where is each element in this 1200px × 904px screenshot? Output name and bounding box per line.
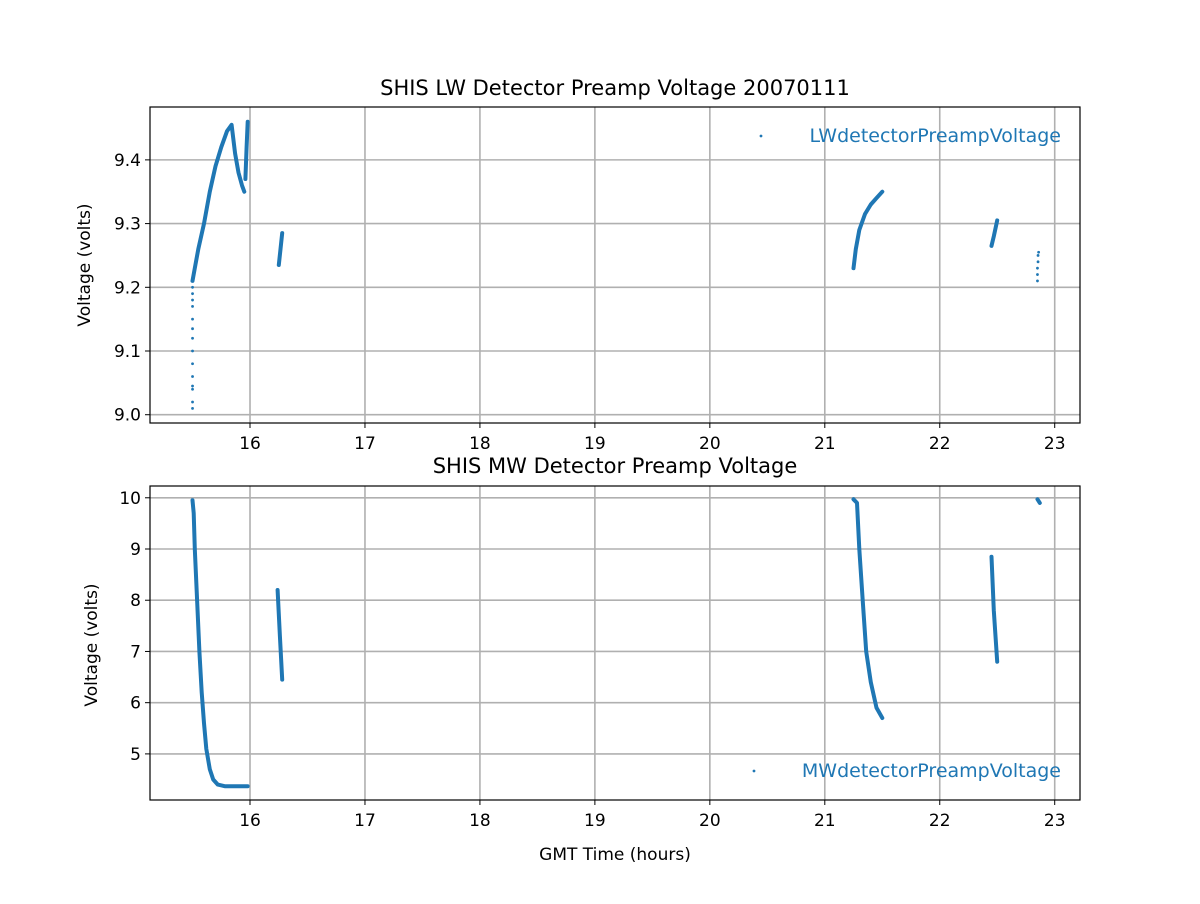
- lw-data-segment: [989, 218, 1000, 248]
- mw-x-tick-label: 18: [469, 811, 491, 831]
- mw-axes-frame: [149, 485, 1081, 801]
- lw-data-point: [191, 375, 194, 378]
- mw-plot-title: SHIS MW Detector Preamp Voltage: [433, 454, 798, 478]
- lw-data-point: [191, 336, 194, 340]
- lw-data-point: [191, 400, 194, 404]
- lw-legend-marker: [759, 134, 763, 138]
- lw-data-point: [1036, 260, 1040, 264]
- lw-x-tick-label: 22: [929, 434, 951, 454]
- lw-y-axis-label: Voltage (volts): [75, 203, 95, 326]
- lw-data-point: [191, 384, 194, 388]
- lw-data-point: [191, 317, 194, 321]
- mw-y-axis-label: Voltage (volts): [82, 583, 102, 706]
- lw-x-tick-label: 20: [699, 434, 721, 454]
- lw-axes-frame: [149, 106, 1081, 424]
- x-axis-label: GMT Time (hours): [539, 845, 691, 865]
- mw-legend-marker: [752, 769, 756, 773]
- lw-data-point: [1037, 250, 1041, 254]
- lw-legend-label: LWdetectorPreampVoltage: [809, 125, 1061, 147]
- mw-y-tick-label: 7: [130, 642, 141, 662]
- lw-data-point: [191, 349, 194, 353]
- lw-data-point: [1036, 273, 1039, 276]
- mw-data-segment: [1035, 497, 1042, 505]
- lw-data-point: [1036, 279, 1039, 283]
- mw-x-tick-label: 16: [239, 811, 261, 831]
- mw-y-tick-label: 5: [130, 745, 141, 765]
- lw-data-point: [191, 406, 194, 410]
- mw-x-tick-label: 23: [1044, 811, 1066, 831]
- mw-x-tick-label: 20: [699, 811, 721, 831]
- mw-data-segment: [851, 497, 885, 720]
- lw-x-tick-label: 18: [469, 434, 491, 454]
- lw-data-point: [191, 387, 194, 391]
- mw-x-tick-label: 21: [814, 811, 836, 831]
- lw-x-tick-label: 23: [1044, 434, 1066, 454]
- lw-x-tick-label: 19: [584, 434, 606, 454]
- lw-data-point: [191, 305, 194, 308]
- mw-x-tick-label: 22: [929, 811, 951, 831]
- lw-y-tick-label: 9.4: [114, 151, 141, 171]
- mw-plot: SHIS MW Detector Preamp Voltage Voltage …: [82, 454, 1081, 865]
- lw-data-point: [1036, 266, 1039, 270]
- lw-y-tick-label: 9.0: [114, 406, 141, 426]
- mw-x-tick-label: 19: [584, 811, 606, 831]
- lw-data-segment: [276, 231, 285, 267]
- mw-data-segment: [275, 588, 285, 682]
- lw-plot-title: SHIS LW Detector Preamp Voltage 20070111: [380, 76, 850, 100]
- mw-y-tick-label: 9: [130, 540, 141, 560]
- lw-data-segment: [243, 119, 250, 181]
- lw-x-tick-label: 17: [354, 434, 376, 454]
- lw-plot: SHIS LW Detector Preamp Voltage 20070111…: [75, 76, 1081, 454]
- mw-data-segment: [190, 498, 250, 789]
- lw-data-point: [191, 298, 194, 302]
- lw-data-segment: [190, 122, 247, 283]
- mw-data-segment: [989, 554, 1000, 664]
- mw-legend-label: MWdetectorPreampVoltage: [802, 760, 1061, 782]
- lw-y-tick-label: 9.1: [114, 342, 141, 362]
- lw-x-tick-label: 16: [239, 434, 261, 454]
- lw-data-point: [191, 285, 194, 289]
- mw-y-tick-label: 6: [130, 694, 141, 714]
- lw-data-point: [191, 292, 194, 296]
- lw-data-segment: [851, 189, 885, 271]
- lw-data-point: [1036, 254, 1040, 257]
- lw-x-tick-label: 21: [814, 434, 836, 454]
- mw-y-tick-label: 10: [119, 489, 141, 509]
- lw-y-tick-label: 9.2: [114, 278, 141, 298]
- mw-y-tick-label: 8: [130, 591, 141, 611]
- mw-x-tick-label: 17: [354, 811, 376, 831]
- lw-y-tick-label: 9.3: [114, 215, 141, 235]
- lw-data-point: [191, 327, 194, 331]
- lw-data-point: [191, 362, 194, 366]
